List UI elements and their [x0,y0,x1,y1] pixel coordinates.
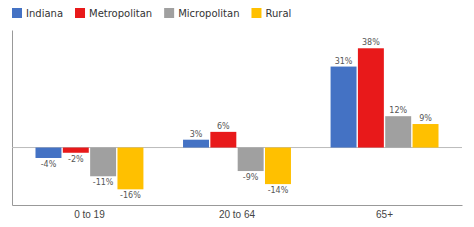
bar [35,148,61,158]
bar [90,148,116,177]
bar [385,116,411,147]
data-label: -11% [93,178,114,187]
legend-label: Metropolitan [89,8,152,19]
data-label: 3% [190,130,203,139]
y-axis [12,31,13,206]
legend-swatch [251,8,261,18]
data-label: -2% [68,155,84,164]
legend: Indiana Metropolitan Micropolitan Rural [12,8,291,19]
x-tick: 0 to 19 [74,205,105,220]
data-label: 38% [362,38,380,47]
legend-label: Micropolitan [178,8,239,19]
x-tick: 65+ [376,205,393,220]
legend-label: Indiana [26,8,63,19]
bar [331,67,357,148]
data-labels: -4% 3% 31% -2% 6% 38% -11% -9% 12% -16% -14% 9% [41,38,433,200]
x-tick-label: 20 to 64 [219,209,256,220]
bar [238,148,264,172]
x-tick: 20 to 64 [219,205,256,220]
data-label: -14% [268,186,289,195]
bar [210,132,236,148]
data-label: -9% [243,173,259,182]
chart: 0 to 19 20 to 64 65+ -4% 3% 31% -2% 6% 38% -11% -9… [0,0,474,227]
data-label: -4% [41,160,57,169]
bar [183,140,209,148]
bar [265,148,291,185]
legend-swatch [75,8,85,18]
bar [63,148,89,153]
x-tick-label: 65+ [376,209,393,220]
y-axis-line [12,31,13,206]
bar [358,48,384,147]
data-label: 6% [217,122,230,131]
bars [35,48,438,189]
legend-item: Indiana [12,8,63,19]
legend-item: Rural [251,8,291,19]
legend-swatch [164,8,174,18]
x-axis: 0 to 19 20 to 64 65+ [13,205,463,220]
plot: 0 to 19 20 to 64 65+ -4% 3% 31% -2% 6% 38% -11% -9… [12,31,463,221]
data-label: 31% [335,57,353,66]
data-label: 12% [389,106,407,115]
legend-swatch [12,8,22,18]
data-label: 9% [419,114,432,123]
x-tick-label: 0 to 19 [74,209,105,220]
legend-item: Micropolitan [164,8,239,19]
legend-item: Metropolitan [75,8,152,19]
bar [117,148,143,190]
x-axis-line [13,205,463,206]
bar [413,124,439,148]
data-label: -16% [120,191,141,200]
legend-label: Rural [265,8,291,19]
